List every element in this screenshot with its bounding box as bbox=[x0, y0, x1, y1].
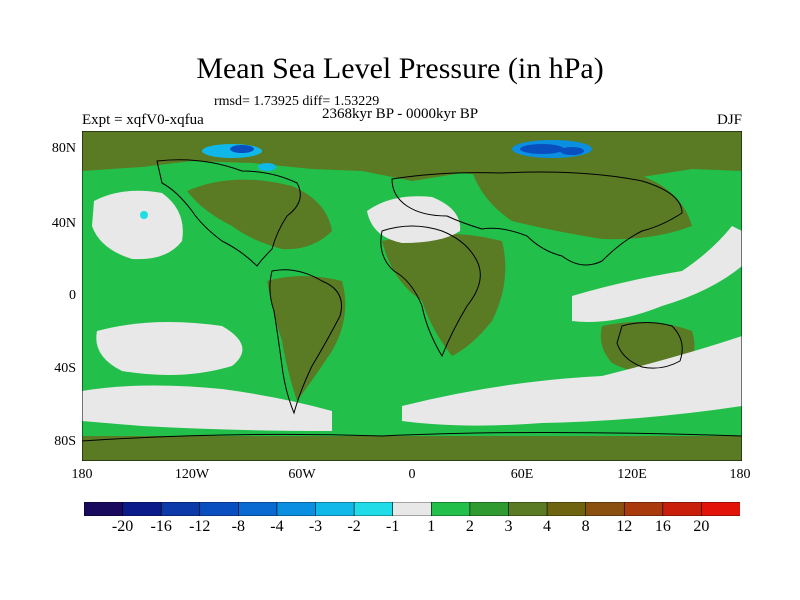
lon-label: 180 bbox=[71, 467, 93, 482]
colorbar-swatch bbox=[315, 502, 355, 516]
experiment-label: Expt = xqfV0-xqfua bbox=[82, 112, 204, 128]
colorbar-swatch bbox=[430, 502, 471, 516]
colorbar-swatch bbox=[353, 502, 394, 516]
lat-label: 80N bbox=[51, 141, 76, 156]
colorbar-label: 4 bbox=[543, 518, 552, 535]
colorbar-label: 8 bbox=[581, 518, 590, 535]
colorbar-label: -16 bbox=[150, 518, 172, 535]
colorbar-label: 12 bbox=[616, 518, 633, 535]
colorbar-swatch bbox=[122, 502, 162, 516]
colorbar-swatch bbox=[662, 502, 703, 516]
coast-antarctica bbox=[82, 432, 742, 442]
aleutian-low bbox=[92, 190, 183, 260]
colorbar-swatch bbox=[623, 502, 664, 516]
colorbar-label: 1 bbox=[427, 518, 436, 535]
colorbar-swatch bbox=[160, 502, 201, 516]
colorbar-label: -20 bbox=[111, 518, 134, 535]
coast-australia bbox=[616, 322, 683, 369]
asia-anomaly bbox=[472, 167, 692, 240]
lon-label: 180 bbox=[729, 467, 751, 482]
lon-label: 60E bbox=[510, 467, 534, 482]
colorbar-label: -1 bbox=[386, 518, 400, 535]
lon-label: 60W bbox=[288, 467, 316, 482]
colorbar-swatch bbox=[84, 502, 124, 516]
map-plot bbox=[82, 131, 742, 461]
colorbar-label: -2 bbox=[347, 518, 361, 535]
lat-label: 0 bbox=[69, 288, 76, 303]
period-label: 2368kyr BP - 0000kyr BP bbox=[321, 106, 479, 122]
season-label: DJF bbox=[716, 112, 742, 128]
coast-africa bbox=[380, 225, 481, 358]
colorbar-swatch bbox=[546, 502, 587, 516]
north-america-anomaly bbox=[187, 179, 332, 250]
colorbar-label: 2 bbox=[465, 518, 474, 535]
colorbar-label: -8 bbox=[231, 518, 245, 535]
colorbar-label: -12 bbox=[189, 518, 211, 535]
mediterranean-low bbox=[367, 196, 461, 243]
lat-label: 40N bbox=[51, 216, 76, 231]
coast-north-america bbox=[156, 159, 301, 267]
lat-label: 80S bbox=[54, 434, 76, 449]
africa-anomaly bbox=[382, 233, 506, 356]
colorbar-swatch bbox=[276, 502, 317, 516]
lat-label: 40S bbox=[54, 361, 76, 376]
arctic-blue-spots bbox=[140, 140, 592, 219]
colorbar-swatch bbox=[701, 502, 740, 516]
stats-text: rmsd= 1.73925 diff= 1.53229 bbox=[214, 94, 380, 109]
colorbar-swatch bbox=[238, 502, 278, 516]
colorbar-swatch bbox=[392, 502, 433, 516]
south-pacific-band bbox=[82, 385, 332, 431]
south-pacific-high bbox=[96, 322, 243, 375]
lon-label: 120W bbox=[174, 467, 210, 482]
southern-ocean-low bbox=[402, 336, 742, 426]
colorbar-swatch bbox=[508, 502, 548, 516]
colorbar bbox=[84, 502, 740, 516]
colorbar-label: -4 bbox=[270, 518, 284, 535]
colorbar-label: 16 bbox=[654, 518, 671, 535]
colorbar-swatch bbox=[199, 502, 240, 516]
colorbar-label: 20 bbox=[693, 518, 710, 535]
colorbar-swatch bbox=[585, 502, 626, 516]
coast-eurasia bbox=[391, 171, 683, 266]
lon-label: 0 bbox=[408, 467, 416, 482]
colorbar-swatch bbox=[469, 502, 510, 516]
map-title: Mean Sea Level Pressure (in hPa) bbox=[196, 52, 604, 85]
colorbar-label: -3 bbox=[308, 518, 323, 535]
coast-south-america bbox=[269, 269, 342, 415]
antarctic-anomaly bbox=[82, 436, 742, 461]
colorbar-label: 3 bbox=[504, 518, 513, 535]
indian-ocean-low bbox=[572, 226, 742, 322]
south-america-anomaly bbox=[267, 276, 346, 401]
lon-label: 120E bbox=[617, 467, 647, 482]
